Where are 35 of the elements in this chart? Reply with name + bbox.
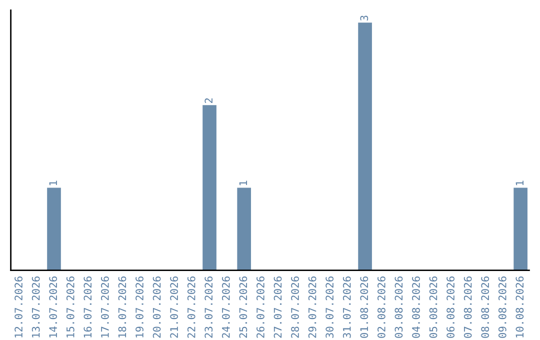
- x-tick-label: 28.07.2026: [291, 276, 299, 338]
- data-label: 3: [360, 16, 368, 20]
- x-tick-label: 19.07.2026: [136, 276, 144, 338]
- data-label: 2: [204, 98, 212, 103]
- x-tick-label: 26.07.2026: [256, 276, 264, 338]
- x-tick-label: 13.07.2026: [32, 276, 40, 338]
- x-tick-label: 06.08.2026: [446, 276, 454, 338]
- x-tick-label: 29.07.2026: [308, 276, 316, 338]
- x-tick-label: 09.08.2026: [498, 276, 506, 338]
- data-label: 1: [516, 180, 524, 186]
- x-tick-label: 03.08.2026: [394, 276, 403, 338]
- data-label: 1: [49, 180, 57, 186]
- x-tick-label: 04.08.2026: [412, 276, 420, 338]
- x-tick-label: 17.07.2026: [101, 276, 109, 338]
- x-tick-label: 16.07.2026: [84, 276, 92, 338]
- data-label: 1: [239, 180, 247, 186]
- x-tick-label: 27.07.2026: [274, 276, 282, 338]
- x-tick-label: 05.08.2026: [429, 276, 438, 338]
- x-tick-label: 31.07.2026: [342, 276, 351, 338]
- x-tick-label: 08.08.2026: [481, 276, 490, 338]
- x-tick-label: 15.07.2026: [66, 276, 74, 338]
- x-tick-label: 18.07.2026: [118, 276, 126, 338]
- x-tick-label: 25.07.2026: [239, 276, 248, 338]
- x-tick-label: 24.07.2026: [222, 276, 230, 338]
- x-tick-label: 07.08.2026: [464, 276, 472, 338]
- x-tick-label: 30.07.2026: [326, 276, 334, 338]
- x-tick-label: 21.07.2026: [170, 276, 178, 338]
- x-tick-label: 20.07.2026: [152, 276, 161, 338]
- x-tick-label: 12.07.2026: [14, 276, 22, 338]
- x-tick-label: 22.07.2026: [187, 276, 196, 338]
- x-tick-label: 14.07.2026: [49, 276, 58, 338]
- x-tick-label: 02.08.2026: [377, 276, 386, 338]
- x-tick-label: 01.08.2026: [360, 276, 368, 338]
- x-tick-label: 10.08.2026: [516, 276, 524, 338]
- x-tick-label: 23.07.2026: [204, 276, 213, 338]
